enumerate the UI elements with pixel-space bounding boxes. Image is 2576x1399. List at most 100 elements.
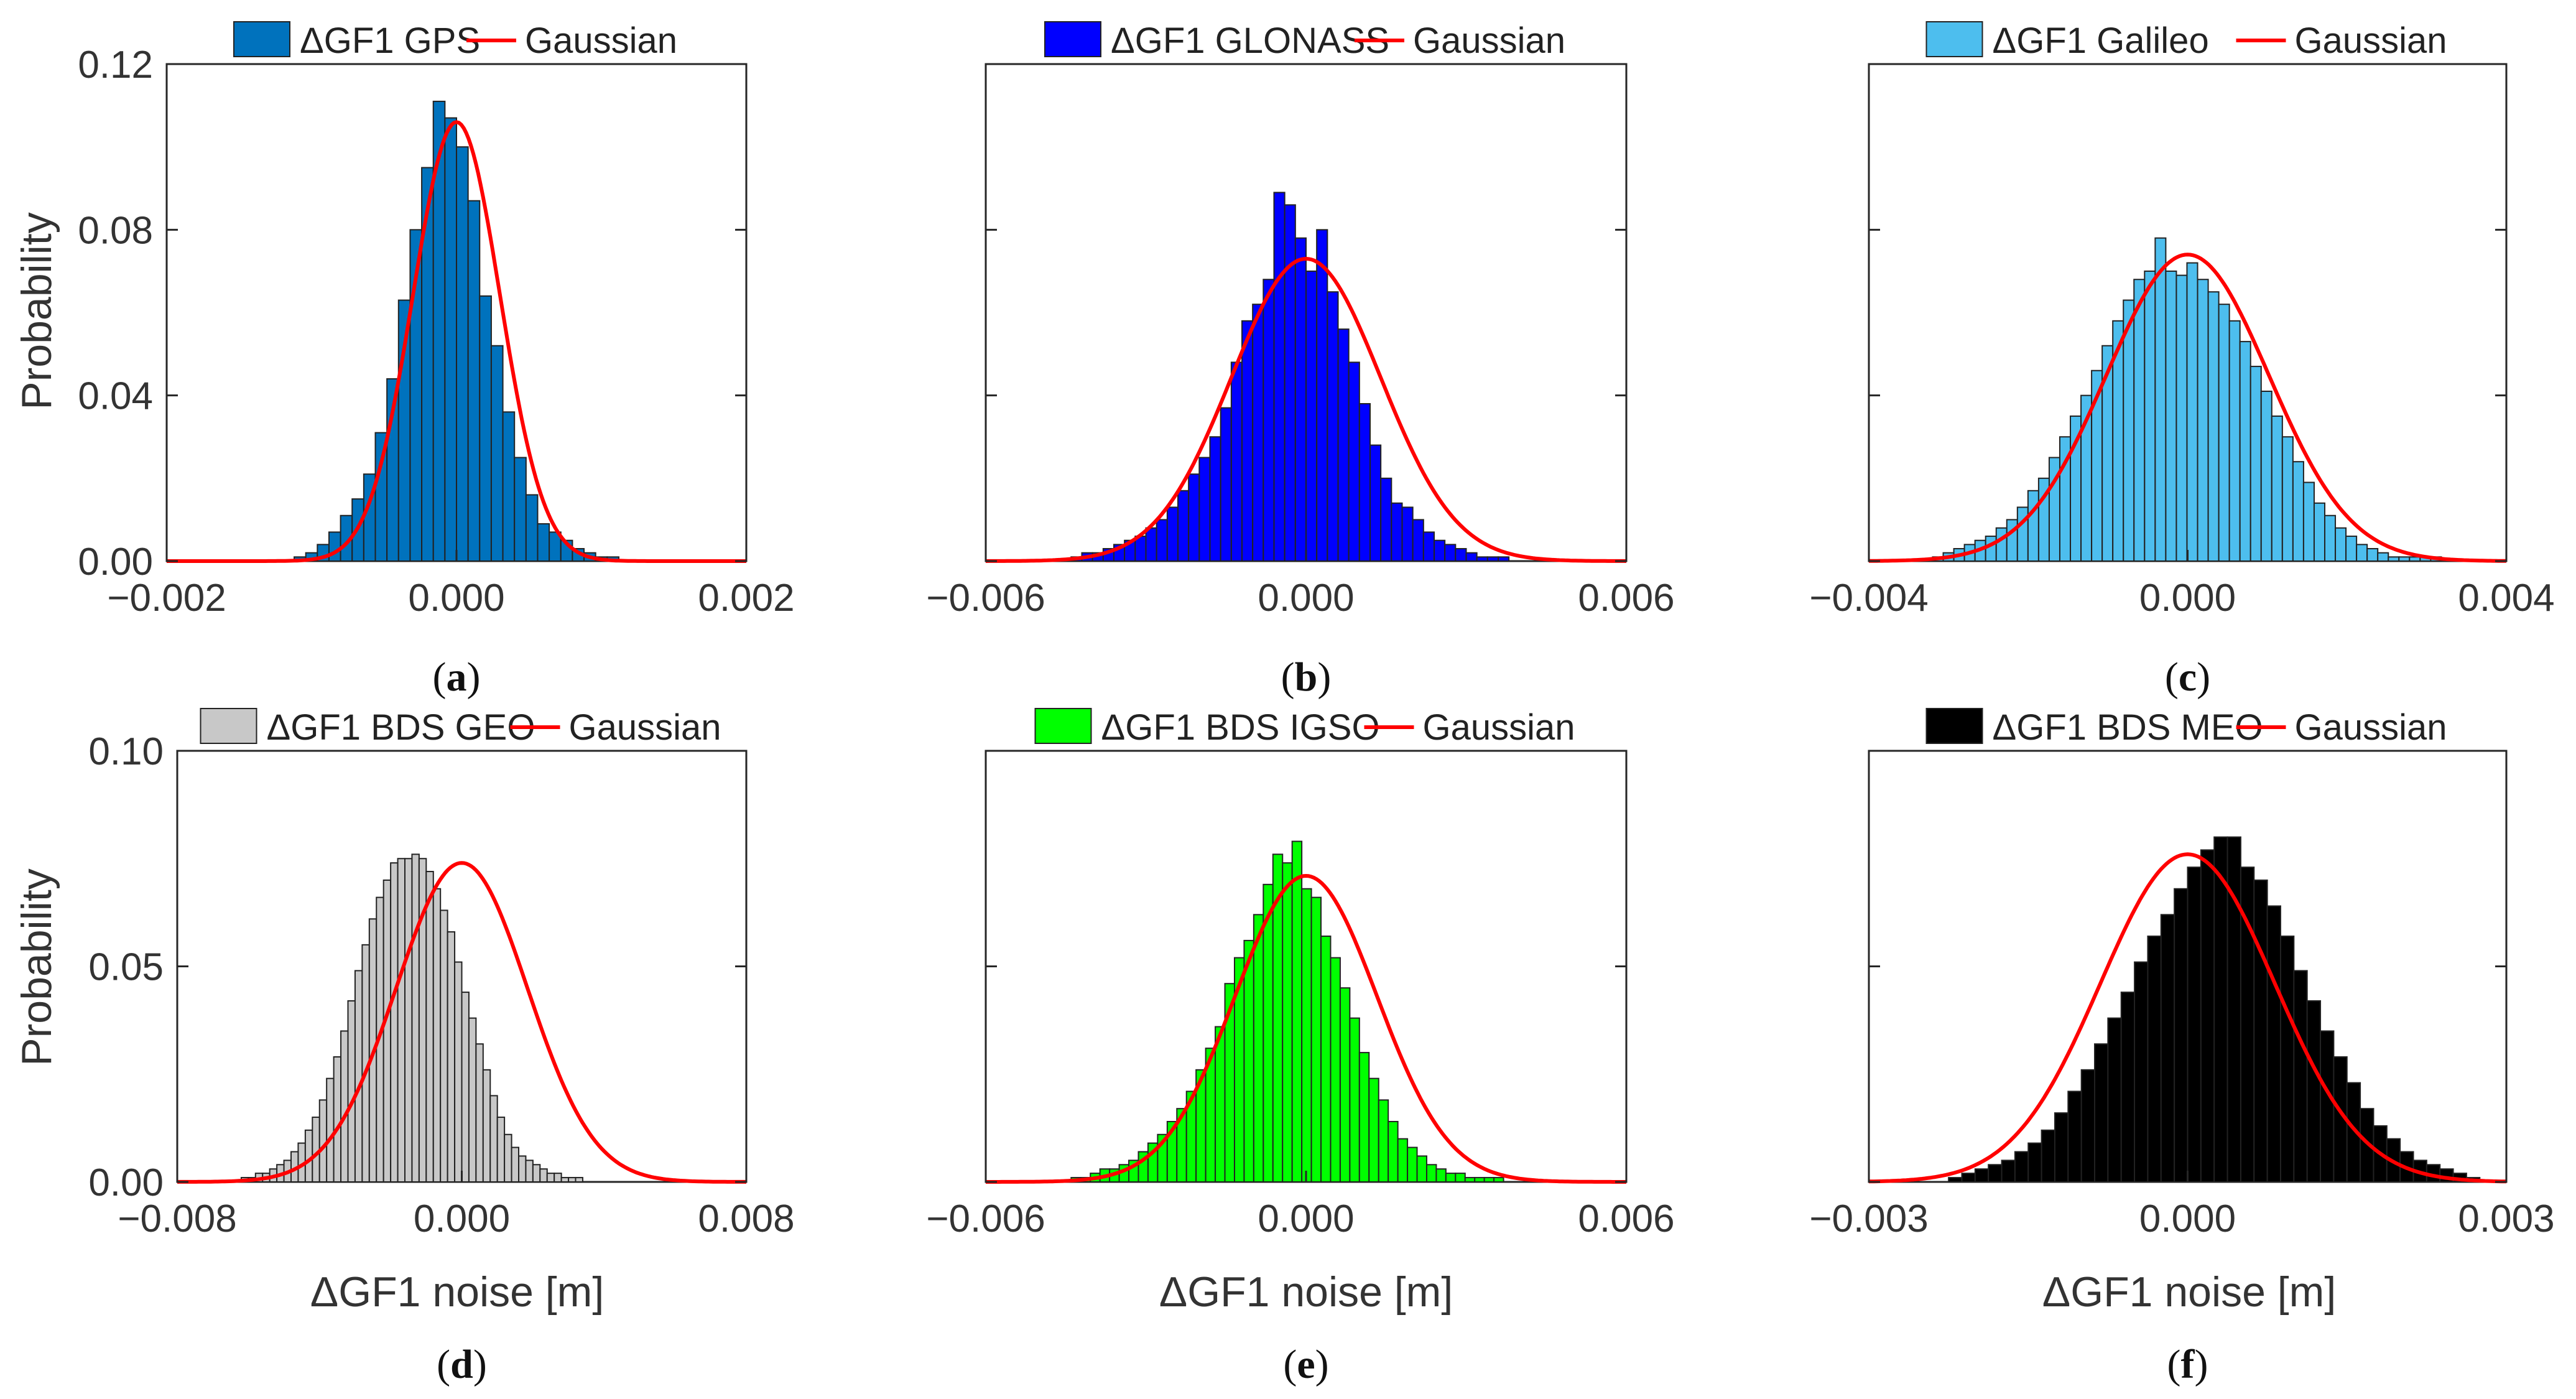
bar-b-30 — [1391, 502, 1403, 562]
bar-a-14 — [456, 146, 469, 562]
xtick-label-f-0: −0.003 — [1809, 1197, 1928, 1240]
bar-d-30 — [454, 961, 463, 1183]
gaussian-curve-f — [1869, 852, 2506, 1184]
xtick-label-e-1: 0.000 — [1258, 1197, 1354, 1240]
bar-d-34 — [482, 1069, 491, 1183]
bar-d-12 — [326, 1077, 335, 1183]
bar-b-40 — [1498, 556, 1510, 562]
bar-e-33 — [1388, 1120, 1399, 1183]
xtick-label-a-1: 0.000 — [408, 577, 504, 620]
legend-series-f: ΔGF1 BDS MEO — [1993, 707, 2263, 748]
bar-e-23 — [1291, 840, 1303, 1183]
bar-e-41 — [1464, 1177, 1476, 1183]
bar-c-25 — [2197, 279, 2209, 562]
bar-d-11 — [318, 1099, 328, 1183]
legend-fit-b: Gaussian — [1413, 21, 1565, 61]
bar-f-3 — [1988, 1164, 2003, 1183]
bar-f-27 — [2306, 1000, 2322, 1183]
bar-d-33 — [475, 1043, 484, 1183]
legend-series-c: ΔGF1 Galileo — [1993, 21, 2209, 61]
bar-d-31 — [461, 992, 470, 1183]
bar-b-22 — [1305, 270, 1318, 562]
bar-b-35 — [1444, 544, 1457, 562]
bar-c-5 — [1985, 536, 1997, 562]
bar-e-36 — [1416, 1155, 1427, 1183]
bar-e-22 — [1282, 862, 1293, 1183]
bar-b-39 — [1486, 556, 1499, 562]
bar-f-4 — [2001, 1160, 2016, 1183]
bar-e-39 — [1445, 1173, 1457, 1183]
bar-e-18 — [1243, 939, 1254, 1183]
bar-d-45 — [560, 1177, 570, 1183]
bar-d-28 — [440, 909, 448, 1183]
bar-d-20 — [382, 879, 392, 1183]
bar-b-27 — [1358, 402, 1371, 562]
bar-d-47 — [575, 1177, 583, 1183]
bar-e-24 — [1301, 888, 1312, 1183]
bar-e-31 — [1368, 1077, 1379, 1183]
ytick-label-a-0: 0.00 — [78, 541, 153, 583]
bar-f-25 — [2279, 935, 2295, 1183]
bar-b-21 — [1294, 237, 1307, 562]
bar-c-34 — [2292, 461, 2304, 562]
bar-e-37 — [1425, 1164, 1437, 1183]
panel-c: −0.004 0.000 0.004 ΔGF1 Galileo Gaussian (c) — [1809, 21, 2554, 700]
bar-e-30 — [1358, 1052, 1370, 1183]
panel-label-b: (b) — [1281, 654, 1332, 700]
ytick-label-a-3: 0.12 — [78, 44, 153, 86]
xlabel-d: ΔGF1 noise [m] — [310, 1268, 604, 1316]
xtick-label-f-2: 0.003 — [2458, 1197, 2554, 1240]
legend-series-e: ΔGF1 BDS IGSO — [1101, 707, 1380, 748]
bar-c-27 — [2218, 304, 2230, 562]
bar-f-5 — [2014, 1151, 2029, 1183]
legend-fit-a: Gaussian — [525, 21, 677, 61]
bar-d-39 — [518, 1155, 527, 1183]
bar-b-20 — [1284, 204, 1296, 562]
bar-e-29 — [1349, 1017, 1360, 1183]
xtick-label-c-2: 0.004 — [2458, 577, 2554, 620]
bar-b-16 — [1241, 320, 1254, 562]
bar-a-13 — [444, 117, 457, 562]
panel-e: −0.006 0.000 0.006 ΔGF1 BDS IGSO Gaussian (e) — [926, 707, 1674, 1387]
bar-b-7 — [1145, 527, 1157, 562]
bar-e-28 — [1339, 987, 1351, 1183]
bar-f-19 — [2200, 849, 2215, 1183]
bar-b-9 — [1166, 506, 1179, 562]
bar-f-18 — [2187, 867, 2202, 1183]
bar-c-33 — [2281, 436, 2294, 562]
bar-e-38 — [1435, 1168, 1447, 1183]
bar-f-2 — [1974, 1168, 1990, 1183]
bar-b-29 — [1380, 477, 1392, 562]
gaussian-curve-d — [177, 861, 747, 1184]
legend-series-d: ΔGF1 BDS GEO — [267, 707, 535, 748]
bar-d-23 — [404, 858, 413, 1183]
bar-f-17 — [2174, 888, 2189, 1183]
bar-e-19 — [1253, 914, 1264, 1183]
bar-c-43 — [2388, 556, 2400, 562]
legend-swatch-a — [233, 21, 290, 57]
bar-d-29 — [447, 931, 456, 1183]
bar-b-18 — [1263, 279, 1275, 562]
xtick-label-b-0: −0.006 — [926, 577, 1045, 620]
bar-d-14 — [340, 1030, 349, 1183]
legend-swatch-c — [1925, 21, 1983, 57]
bar-c-36 — [2313, 502, 2326, 562]
legend-swatch-e — [1034, 708, 1092, 744]
bar-f-1 — [1961, 1173, 1976, 1183]
bar-c-32 — [2271, 415, 2283, 562]
gaussian-curve-b — [985, 256, 1627, 563]
xtick-label-d-1: 0.000 — [414, 1197, 510, 1240]
bar-c-18 — [2123, 299, 2135, 562]
panel-label-c: (c) — [2165, 654, 2210, 700]
bar-a-19 — [514, 457, 527, 562]
bar-f-16 — [2160, 914, 2175, 1183]
bar-d-9 — [304, 1129, 313, 1183]
legend-e: ΔGF1 BDS IGSO Gaussian — [1034, 707, 1575, 748]
bar-f-7 — [2041, 1129, 2055, 1183]
bar-e-43 — [1483, 1177, 1495, 1183]
xtick-label-b-1: 0.000 — [1258, 577, 1354, 620]
bar-c-29 — [2239, 341, 2251, 562]
bar-f-9 — [2067, 1090, 2082, 1183]
bar-d-16 — [354, 970, 363, 1183]
bar-d-36 — [496, 1117, 506, 1183]
